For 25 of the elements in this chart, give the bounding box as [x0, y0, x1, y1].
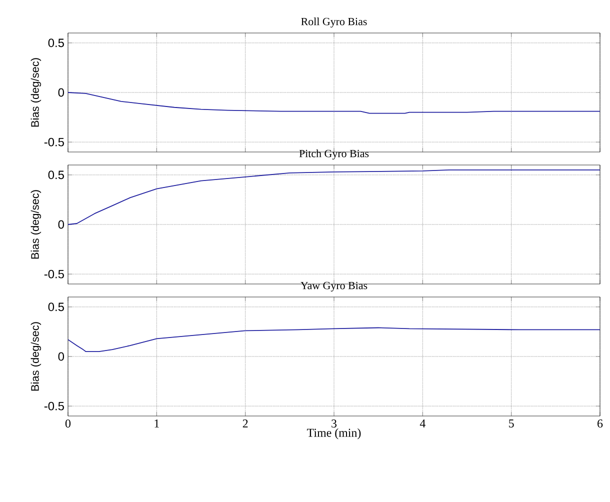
x-tick-label: 2	[242, 420, 248, 428]
x-tick-label: 0	[65, 420, 71, 428]
x-tick-label: 5	[509, 420, 514, 428]
line-series	[68, 170, 600, 225]
y-tick-label: 0	[58, 220, 64, 229]
line-series	[68, 327, 600, 352]
chart-title: Yaw Gyro Bias	[300, 282, 368, 292]
y-tick-label: 0	[58, 352, 64, 361]
y-axis-title: Bias (deg/sec)	[30, 58, 42, 127]
x-tick-label: 4	[420, 420, 426, 428]
y-axis-title: Bias (deg/sec)	[30, 190, 42, 259]
x-axis-title: Time (min)	[307, 428, 361, 440]
y-tick-label: 0.5	[48, 170, 64, 180]
x-tick-label: 1	[154, 420, 159, 428]
chart-title: Pitch Gyro Bias	[299, 150, 369, 160]
chart-title: Roll Gyro Bias	[301, 18, 367, 28]
y-tick-label: -0.5	[44, 270, 64, 278]
y-tick-label: -0.5	[44, 402, 64, 410]
y-tick-label: 0.5	[48, 302, 64, 312]
y-tick-label: -0.5	[44, 138, 64, 146]
y-axis-title: Bias (deg/sec)	[30, 322, 42, 391]
y-tick-label: 0	[58, 88, 64, 97]
y-tick-label: 0.5	[48, 38, 64, 48]
x-tick-label: 6	[598, 420, 603, 428]
x-tick-label: 3	[332, 420, 337, 428]
